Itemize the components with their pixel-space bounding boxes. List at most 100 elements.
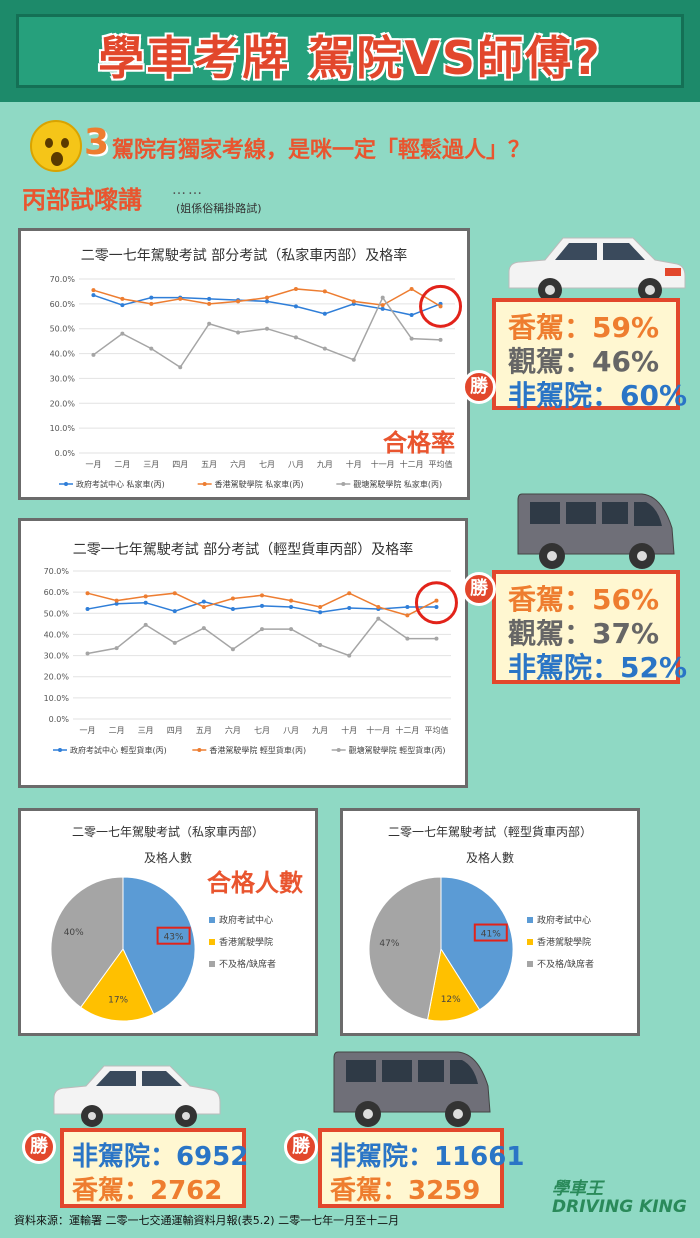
pie-slice — [368, 876, 442, 1021]
section-dots: …… — [172, 182, 204, 198]
data-point — [434, 598, 439, 603]
data-point — [172, 591, 177, 596]
data-point — [405, 604, 410, 609]
data-point — [260, 627, 264, 632]
data-point — [236, 330, 241, 335]
y-tick-label: 70.0% — [44, 567, 70, 576]
stat-non-school: 非駕院：60% — [508, 379, 688, 412]
data-point — [143, 594, 148, 599]
legend-label: 不及格/缺席者 — [537, 958, 594, 970]
data-point — [91, 293, 96, 298]
legend-label: 香港駕駛學院 輕型貨車(丙) — [209, 745, 306, 755]
data-point — [405, 613, 410, 618]
pie-car-panel: 二零一七年駕駛考試（私家車丙部） 及格人數 合格人數 43% 17% 40% 政府考試… — [18, 808, 318, 1036]
x-tick-label: 五月 — [196, 726, 212, 735]
data-point — [318, 610, 323, 615]
x-tick-label: 八月 — [288, 460, 304, 469]
pie-title: 二零一七年駕駛考試（私家車丙部） — [71, 825, 264, 839]
car-icon — [508, 237, 686, 302]
legend-label: 政府考試中心 — [537, 914, 591, 926]
legend-label: 政府考試中心 — [219, 914, 273, 926]
legend-marker — [336, 748, 341, 752]
x-tick-label: 十一月 — [366, 725, 390, 735]
data-point — [438, 337, 443, 342]
data-point — [434, 636, 439, 641]
data-point — [178, 296, 183, 301]
x-tick-label: 三月 — [138, 726, 154, 735]
legend-marker — [202, 482, 207, 486]
van-icon — [333, 1051, 491, 1127]
stat-non-school: 非駕院：52% — [508, 651, 688, 684]
count-non-school: 非駕院：11661 — [330, 1142, 525, 1172]
data-point — [143, 600, 148, 605]
slice-label: 17% — [108, 996, 128, 1006]
x-tick-label: 十二月 — [395, 725, 419, 735]
data-point — [405, 636, 410, 641]
data-point — [293, 335, 298, 340]
pie-van-panel: 二零一七年駕駛考試（輕型貨車丙部） 及格人數 41% 12% 47% 政府考試中心 香港… — [340, 808, 640, 1036]
data-point — [289, 598, 294, 603]
data-point — [265, 326, 269, 331]
x-tick-label: 五月 — [201, 460, 217, 469]
x-tick-label: 九月 — [317, 460, 333, 469]
legend-swatch — [527, 961, 533, 967]
data-point — [114, 646, 119, 651]
chart-title: 二零一七年駕駛考試 部分考試（私家車丙部）及格率 — [80, 248, 408, 264]
legend-swatch — [209, 917, 215, 923]
data-point — [149, 295, 154, 300]
data-point — [318, 643, 323, 647]
data-point — [91, 352, 96, 357]
stat-kwun: 觀駕：46% — [508, 345, 660, 378]
y-tick-label: 70.0% — [50, 275, 76, 284]
x-tick-label: 十一月 — [371, 459, 395, 469]
slice-label: 47% — [379, 939, 399, 949]
y-tick-label: 20.0% — [44, 673, 70, 682]
series-line — [93, 296, 441, 369]
pass-count-label: 合格人數 — [207, 869, 303, 897]
data-point — [172, 609, 177, 614]
header-panel — [16, 14, 684, 88]
y-tick-label: 40.0% — [50, 350, 76, 359]
y-tick-label: 50.0% — [44, 609, 70, 618]
x-tick-label: 七月 — [259, 460, 275, 469]
x-tick-label: 十二月 — [400, 459, 424, 469]
data-point — [207, 296, 212, 301]
legend-swatch — [527, 939, 533, 945]
legend-marker — [58, 748, 62, 752]
line-chart-van-panel: 二零一七年駕駛考試 部分考試（輕型貨車丙部）及格率 0.0% 10.0% 20.0%… — [18, 518, 468, 788]
surprised-face-icon — [30, 120, 82, 172]
line-chart-car: 0.0% 10.0% 20.0% 30.0% 40.0% 50.0% 60.0% 70.0% 一… — [50, 275, 463, 489]
x-tick-label: 四月 — [167, 726, 183, 735]
data-point — [376, 616, 381, 621]
y-tick-label: 0.0% — [55, 449, 76, 458]
count-van-box: 非駕院：11661 香駕：3259 — [318, 1128, 524, 1208]
data-point — [114, 598, 119, 603]
y-tick-label: 50.0% — [50, 325, 76, 334]
data-point — [120, 296, 125, 301]
y-tick-label: 30.0% — [44, 652, 70, 661]
question-text: 駕院有獨家考線，是咪一定「輕鬆過人」？ — [112, 138, 531, 163]
section-title: 丙部試嚟講 — [22, 186, 142, 214]
data-point — [380, 295, 385, 300]
stats-van-box: 香駕：56% 觀駕：37% 非駕院：52% — [492, 570, 687, 684]
y-tick-label: 10.0% — [50, 424, 76, 433]
win-badge: 勝 — [22, 1130, 56, 1164]
x-tick-label: 八月 — [283, 726, 299, 735]
legend-swatch — [209, 961, 215, 967]
stat-hk: 香駕：56% — [508, 583, 660, 616]
count-hk: 香駕：3259 — [330, 1176, 481, 1206]
stat-kwun: 觀駕：37% — [508, 617, 660, 650]
legend-marker — [64, 482, 68, 486]
data-point — [178, 365, 183, 370]
win-badge: 勝 — [462, 370, 496, 404]
data-point — [265, 295, 269, 300]
legend-label: 香港駕駛學院 私家車(丙) — [215, 479, 304, 489]
x-tick-label: 九月 — [312, 726, 328, 735]
data-point — [347, 591, 352, 596]
slice-label: 40% — [64, 928, 84, 938]
data-point — [322, 346, 327, 351]
logo: 學車王 DRIVING KING — [552, 1179, 687, 1217]
data-point — [143, 622, 148, 627]
